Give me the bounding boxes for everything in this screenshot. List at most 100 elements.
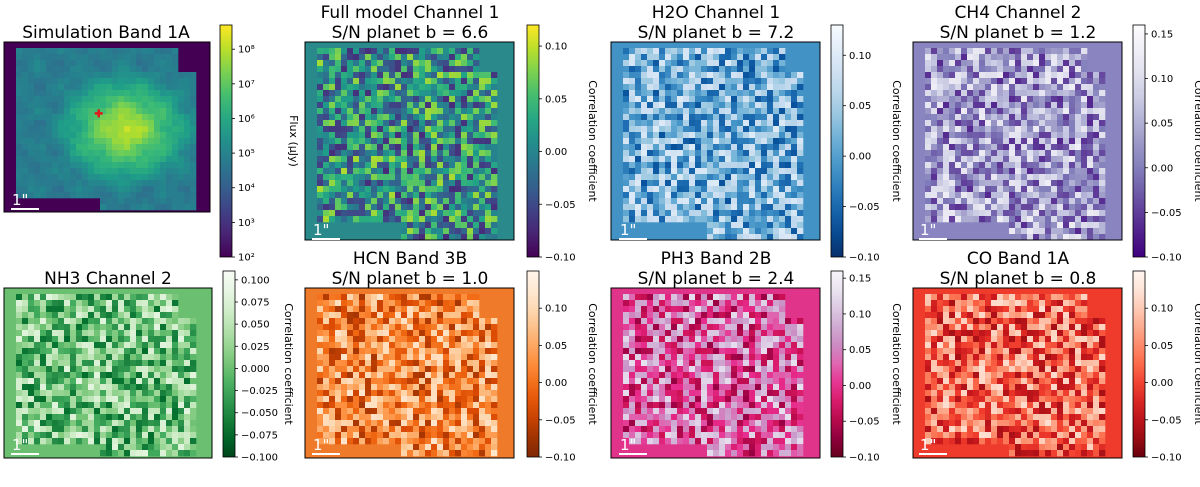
- heatmap-cell: [1093, 156, 1100, 163]
- heatmap-cell: [166, 414, 173, 421]
- heatmap-cell: [713, 66, 720, 73]
- heatmap-cell: [341, 384, 348, 391]
- heatmap-cell: [64, 420, 71, 427]
- heatmap-cell: [647, 186, 654, 193]
- heatmap-cell: [1093, 144, 1100, 151]
- heatmap-cell: [443, 234, 450, 241]
- heatmap-cell: [1045, 54, 1052, 61]
- heatmap-cell: [395, 156, 402, 163]
- heatmap-cell: [713, 84, 720, 91]
- heatmap-cell: [985, 84, 992, 91]
- heatmap-cell: [731, 168, 738, 175]
- heatmap-cell: [455, 78, 462, 85]
- heatmap-cell: [641, 48, 648, 55]
- heatmap-cell: [178, 420, 185, 427]
- heatmap-cell: [455, 114, 462, 121]
- heatmap-cell: [779, 144, 786, 151]
- heatmap-cell: [190, 330, 197, 337]
- colorbar-tick-label: −0.025: [241, 386, 278, 397]
- heatmap-cell: [695, 180, 702, 187]
- heatmap-cell: [629, 54, 636, 61]
- heatmap-cell: [755, 204, 762, 211]
- heatmap-cell: [455, 348, 462, 355]
- heatmap-cell: [1015, 228, 1022, 235]
- heatmap-cell: [383, 168, 390, 175]
- heatmap-cell: [943, 168, 950, 175]
- heatmap-cell: [335, 396, 342, 403]
- heatmap-cell: [94, 306, 101, 313]
- heatmap-cell: [671, 192, 678, 199]
- heatmap-cell: [689, 150, 696, 157]
- heatmap-cell: [419, 360, 426, 367]
- heatmap-cell: [647, 66, 654, 73]
- colorbar-tick-label: 0.00: [849, 152, 871, 163]
- heatmap-cell: [142, 204, 149, 211]
- heatmap-cell: [46, 378, 53, 385]
- heatmap-cell: [94, 348, 101, 355]
- heatmap-cell: [34, 144, 41, 151]
- heatmap-cell: [943, 60, 950, 67]
- heatmap-cell: [737, 78, 744, 85]
- heatmap-cell: [359, 348, 366, 355]
- heatmap-cell: [725, 114, 732, 121]
- colorbar-tick-label: −0.05: [849, 202, 880, 213]
- heatmap-cell: [46, 366, 53, 373]
- heatmap-cell: [22, 378, 29, 385]
- heatmap-cell: [329, 360, 336, 367]
- heatmap-cell: [943, 192, 950, 199]
- heatmap-cell: [419, 366, 426, 373]
- heatmap-cell: [629, 150, 636, 157]
- heatmap-cell: [172, 324, 179, 331]
- heatmap-cell: [707, 78, 714, 85]
- heatmap-cell: [118, 426, 125, 433]
- heatmap-cell: [1099, 198, 1106, 205]
- heatmap-cell: [407, 168, 414, 175]
- heatmap-cell: [425, 180, 432, 187]
- heatmap-cell: [467, 102, 474, 109]
- heatmap-cell: [1051, 150, 1058, 157]
- heatmap-cell: [1021, 102, 1028, 109]
- heatmap-cell: [323, 198, 330, 205]
- heatmap-cell: [455, 144, 462, 151]
- heatmap-cell: [485, 174, 492, 181]
- heatmap-cell: [178, 132, 185, 139]
- heatmap-cell: [160, 162, 167, 169]
- heatmap-cell: [136, 438, 143, 445]
- heatmap-cell: [341, 96, 348, 103]
- heatmap-cell: [773, 162, 780, 169]
- heatmap-cell: [731, 78, 738, 85]
- heatmap-cell: [967, 174, 974, 181]
- heatmap-cell: [100, 366, 107, 373]
- heatmap-cell: [455, 186, 462, 193]
- heatmap-cell: [184, 366, 191, 373]
- heatmap-cell: [695, 90, 702, 97]
- heatmap-cell: [1063, 234, 1070, 241]
- heatmap-cell: [695, 150, 702, 157]
- heatmap-cell: [118, 60, 125, 67]
- heatmap-cell: [791, 192, 798, 199]
- heatmap-cell: [184, 396, 191, 403]
- heatmap-cell: [329, 156, 336, 163]
- heatmap-cell: [1009, 72, 1016, 79]
- heatmap-cell: [749, 90, 756, 97]
- heatmap-cell: [70, 60, 77, 67]
- heatmap-cell: [755, 102, 762, 109]
- heatmap-cell: [1039, 60, 1046, 67]
- heatmap-cell: [937, 60, 944, 67]
- heatmap-cell: [317, 306, 324, 313]
- heatmap-cell: [1069, 138, 1076, 145]
- heatmap-cell: [94, 162, 101, 169]
- heatmap-cell: [743, 234, 750, 241]
- heatmap-cell: [761, 222, 768, 229]
- heatmap-cell: [491, 132, 498, 139]
- heatmap-cell: [925, 162, 932, 169]
- heatmap-cell: [677, 192, 684, 199]
- heatmap-cell: [34, 342, 41, 349]
- heatmap-cell: [653, 114, 660, 121]
- heatmap-cell: [743, 210, 750, 217]
- heatmap-cell: [166, 174, 173, 181]
- heatmap-cell: [779, 132, 786, 139]
- heatmap-cell: [1015, 138, 1022, 145]
- heatmap-cell: [773, 210, 780, 217]
- heatmap-cell: [112, 420, 119, 427]
